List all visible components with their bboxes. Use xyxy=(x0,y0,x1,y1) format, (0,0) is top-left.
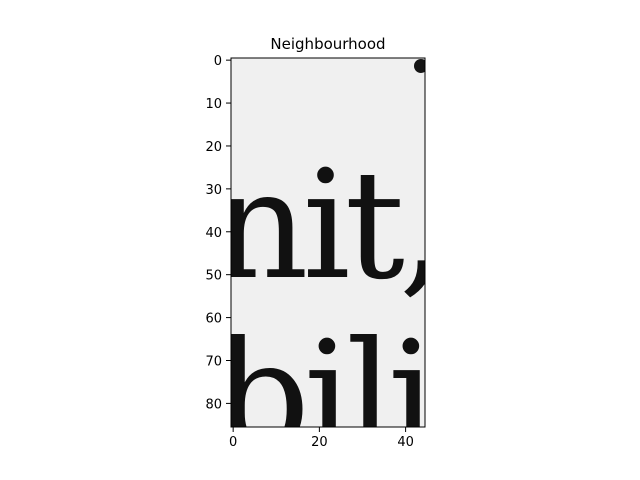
image-noise-texture xyxy=(231,58,425,427)
y-axis-ticks: 0 10 20 30 40 50 60 70 80 xyxy=(205,54,231,412)
x-tick-label: 0 xyxy=(229,435,237,450)
x-axis-ticks: 0 20 40 xyxy=(229,427,414,450)
y-tick-label: 40 xyxy=(205,226,222,241)
corner-blot xyxy=(414,59,425,73)
chart-title: Neighbourhood xyxy=(270,35,385,53)
y-tick-label: 30 xyxy=(205,183,222,198)
y-tick-label: 0 xyxy=(214,54,222,69)
y-tick-label: 70 xyxy=(205,354,222,369)
image-text-line-2: bili xyxy=(214,310,433,480)
y-tick-label: 60 xyxy=(205,312,222,327)
x-tick-label: 40 xyxy=(397,435,414,450)
y-tick-label: 20 xyxy=(205,140,222,155)
image-panel: nit, bili xyxy=(212,58,441,480)
y-tick-label: 10 xyxy=(205,97,222,112)
image-text-line-1: nit, xyxy=(212,139,441,313)
y-tick-label: 50 xyxy=(205,269,222,284)
x-tick-label: 20 xyxy=(311,435,328,450)
axes-frame xyxy=(230,57,426,428)
y-tick-label: 80 xyxy=(205,397,222,412)
